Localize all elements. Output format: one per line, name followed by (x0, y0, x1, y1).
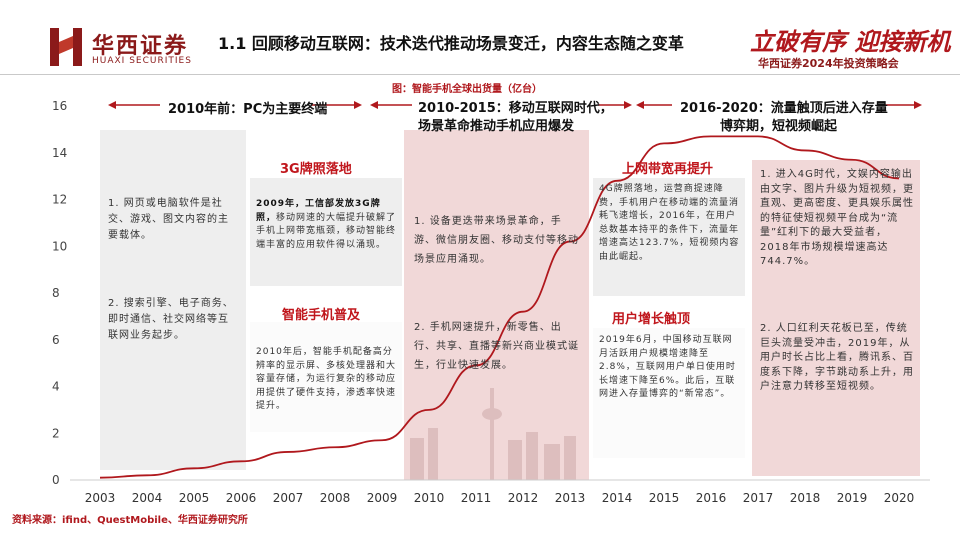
pc-item-1: 1. 网页或电脑软件是社交、游戏、图文内容的主要载体。 (108, 198, 229, 241)
heading-3g: 3G牌照落地 (280, 162, 352, 177)
x-tick-label: 2013 (555, 491, 586, 505)
data-source: 资料来源：ifind、QuestMobile、华西证券研究所 (12, 515, 248, 526)
y-tick-label: 10 (52, 239, 67, 253)
x-tick-label: 2004 (132, 491, 163, 505)
x-tick-label: 2006 (226, 491, 257, 505)
page-title: 1.1 回顾移动互联网：技术迭代推动场景变迁，内容生态随之变革 (218, 34, 684, 53)
panel-speed (593, 178, 745, 296)
panel-pc-era (100, 130, 246, 470)
x-tick-label: 2019 (837, 491, 868, 505)
slogan: 立破有序 迎接新机 (750, 27, 951, 56)
text-3g: 2009年，工信部发放3G牌照，移动网速的大幅提升破解了手机上网带宽瓶颈，移动智… (256, 198, 398, 252)
panel-short-video (752, 160, 920, 476)
x-tick-label: 2020 (884, 491, 915, 505)
heading-speed: 上网带宽再提升 (622, 162, 714, 177)
x-tick-label: 2007 (273, 491, 304, 505)
x-tick-label: 2008 (320, 491, 351, 505)
y-axis-ticks: 0 2 4 6 8 10 12 14 16 (52, 99, 67, 487)
city-skyline-illustration (410, 388, 576, 480)
era-arrows (108, 101, 922, 109)
brand-name-en: HUAXI SECURITIES (92, 56, 192, 66)
era-arrow-mobile (370, 101, 632, 109)
panel-peak (593, 328, 745, 458)
era-label-mobile-line2: 场景革命推动手机应用爆发 (418, 119, 575, 134)
short-video-item-2: 2. 人口红利天花板已至，传统巨头流量受冲击，2019年，从用户时长占比上看，腾… (760, 323, 914, 392)
y-tick-label: 0 (52, 473, 60, 487)
y-tick-label: 12 (52, 193, 67, 207)
mobile-item-1: 1. 设备更迭带来场景革命，手游、微信朋友圈、移动支付等移动场景应用涌现。 (414, 216, 579, 265)
y-tick-label: 8 (52, 286, 60, 300)
x-axis-ticks: 2003 2004 2005 2006 2007 2008 2009 2010 2011 2012… (70, 479, 930, 505)
era-label-stock: 2016-2020：流量触顶后进入存量 (680, 101, 888, 116)
header-divider (0, 74, 960, 75)
text-speed: 4G牌照落地，运营商提速降费，手机用户在移动端的流量消耗飞速增长，2016年，在… (599, 184, 740, 262)
pc-item-2: 2. 搜索引擎、电子商务、即时通信、社交网络等互联网业务起步。 (108, 298, 234, 341)
text-smartphone: 2010年后，智能手机配备高分辨率的显示屏、多核处理器和大容量存储，为运行复杂的… (256, 347, 397, 411)
huaxi-logo-icon (50, 28, 82, 66)
y-tick-label: 6 (52, 333, 60, 347)
x-tick-label: 2012 (508, 491, 539, 505)
x-tick-label: 2016 (696, 491, 727, 505)
era-label-stock-line2: 博弈期，短视频崛起 (720, 119, 838, 134)
text-3g-body: 移动网速的大幅提升破解了手机上网带宽瓶颈，移动智能终端丰富的应用软件得以涌现。 (256, 212, 397, 250)
era-arrow-stock (636, 101, 922, 109)
heading-smartphone: 智能手机普及 (282, 308, 361, 323)
conference-subtitle: 华西证券2024年投资策略会 (758, 57, 899, 70)
panel-smartphone (250, 322, 402, 432)
chart-title: 图：智能手机全球出货量（亿台） (392, 84, 542, 95)
y-tick-label: 14 (52, 146, 67, 160)
mobile-item-2: 2. 手机网速提升，新零售、出行、共享、直播等新兴商业模式诞生，行业快速发展。 (414, 322, 579, 371)
y-tick-label: 16 (52, 99, 67, 113)
era-label-pc: 2010年前：PC为主要终端 (168, 102, 328, 117)
x-tick-label: 2018 (790, 491, 821, 505)
x-tick-label: 2014 (602, 491, 633, 505)
series-line-group (99, 135, 900, 479)
x-tick-label: 2010 (414, 491, 445, 505)
brand-name: 华西证券 (92, 34, 189, 59)
x-tick-label: 2011 (461, 491, 492, 505)
panel-3g (250, 178, 402, 286)
text-3g-lead: 2009年，工信部发放3G牌照， (256, 199, 381, 223)
x-tick-label: 2017 (743, 491, 774, 505)
panel-mobile-era (404, 130, 589, 480)
era-arrow-pc (108, 101, 362, 109)
y-tick-label: 4 (52, 380, 60, 394)
text-peak: 2019年6月，中国移动互联网月活跃用户规模增速降至2.8%，互联网用户单日使用… (599, 335, 736, 399)
x-tick-label: 2015 (649, 491, 680, 505)
x-tick-label: 2003 (85, 491, 116, 505)
heading-peak: 用户增长触顶 (612, 312, 691, 327)
x-tick-label: 2009 (367, 491, 398, 505)
era-label-mobile: 2010-2015：移动互联网时代， (418, 101, 613, 116)
short-video-item-1: 1. 进入4G时代，文娱内容输出由文字、图片升级为短视频，更直观、更高密度、更具… (760, 169, 914, 267)
series-line (99, 135, 900, 479)
y-tick-label: 2 (52, 426, 60, 440)
x-tick-label: 2005 (179, 491, 210, 505)
